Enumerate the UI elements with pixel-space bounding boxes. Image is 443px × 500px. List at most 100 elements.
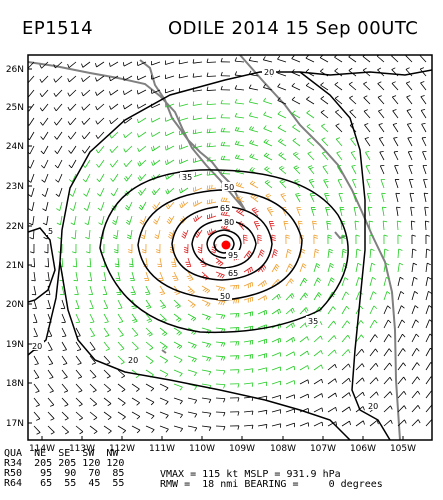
wind-barb-feather [134,347,139,351]
wind-barb-feather [314,250,319,254]
wind-barb-feather [264,166,268,170]
wind-barb-feather [267,195,272,198]
wind-barb [327,378,336,385]
wind-barb-feather [307,151,312,154]
wind-barb-feather [263,83,266,88]
wind-barb [408,165,413,175]
wind-barb [86,187,91,197]
wind-barb [335,111,343,119]
wind-barb-feather [319,321,323,326]
wind-barb-feather [306,123,311,127]
wind-barb-feather [160,293,165,295]
wind-barb [89,285,93,295]
wind-barb [89,383,97,391]
wind-barb-feather [109,91,111,96]
wind-barb-feather [301,248,306,252]
wind-barb [207,159,217,162]
wind-barb [263,128,273,133]
wind-barb-feather [350,151,356,153]
wind-barb [243,382,253,385]
wind-barb [55,89,63,97]
wind-barb-feather [278,165,283,169]
wind-barb [397,376,404,385]
wind-barb-feather [222,342,226,347]
wind-barb-feather [151,429,155,433]
wind-barb [97,131,105,139]
wind-barb [75,313,81,323]
wind-barb-feather [424,206,429,209]
wind-barb [117,355,125,363]
wind-barb-feather [196,215,199,220]
wind-barb-feather [123,177,127,182]
wind-barb-feather [387,305,391,309]
wind-barb-feather [321,422,324,427]
lon-label: 108W [270,444,296,454]
wind-barb [33,327,38,337]
wind-barb-feather [55,179,59,183]
wind-barb-feather [293,151,297,155]
wind-barb [194,215,203,223]
wind-barb-feather [268,208,273,211]
wind-barb [179,117,189,121]
radii-header-nw: NW [106,448,119,459]
wind-barb-feather [249,167,253,171]
wind-barb [47,341,53,351]
wind-barb-feather [285,236,290,239]
wind-barb-feather [288,265,293,269]
wind-barb-feather [39,107,43,112]
wind-barb-feather [364,137,369,139]
lat-label: 25N [6,103,24,113]
wind-barb-feather [208,142,211,147]
wind-barb [113,187,119,197]
wind-barb-feather [161,318,166,321]
wind-barb-field [28,55,432,435]
wind-barb-feather [235,195,239,199]
wind-barb-feather [206,86,209,91]
wind-barb-feather [108,62,111,67]
wind-barb-feather [413,262,418,266]
wind-barb [159,299,167,308]
wind-barb-feather [122,62,125,67]
wind-barb [299,292,306,301]
wind-barb-feather [403,405,407,410]
wind-barb-feather [222,141,226,146]
lon-label: 110W [189,444,215,454]
wind-barb-feather [237,154,240,159]
wind-barb [313,263,318,273]
wind-barb-feather [151,161,154,166]
wind-barb [89,299,94,309]
wind-barb-feather [410,206,415,209]
wind-barb-feather [45,279,50,282]
wind-barb-feather [176,344,181,349]
wind-barb [215,327,225,330]
wind-barb [410,220,413,231]
wind-barb-feather [145,291,150,294]
wind-barb [72,187,77,197]
wind-barb-feather [206,100,209,105]
wind-barb [341,420,350,427]
wind-barb [285,422,295,427]
wind-barb-feather [273,251,278,255]
wind-barb [85,173,91,183]
wind-barb [207,145,217,148]
wind-barb [201,327,211,331]
wind-barb-feather [385,262,390,266]
wind-barb [354,221,357,231]
r34-se: 205 [58,458,77,469]
wind-barb [310,207,315,217]
wind-barb-feather [136,75,139,80]
wind-barb [409,193,413,203]
wind-barb-feather [317,277,321,281]
wind-barb [61,355,68,364]
wind-barb-feather [336,137,341,140]
wind-barb-feather [223,356,226,361]
wind-barb [249,142,259,147]
wind-barb-feather [206,128,209,133]
wind-barb [383,248,386,259]
wind-barb [47,411,55,419]
wind-barb [167,201,175,210]
wind-barb [159,383,169,389]
wind-barb [405,69,413,77]
wind-barb-feather [194,399,198,404]
wind-barb-feather [211,248,216,252]
